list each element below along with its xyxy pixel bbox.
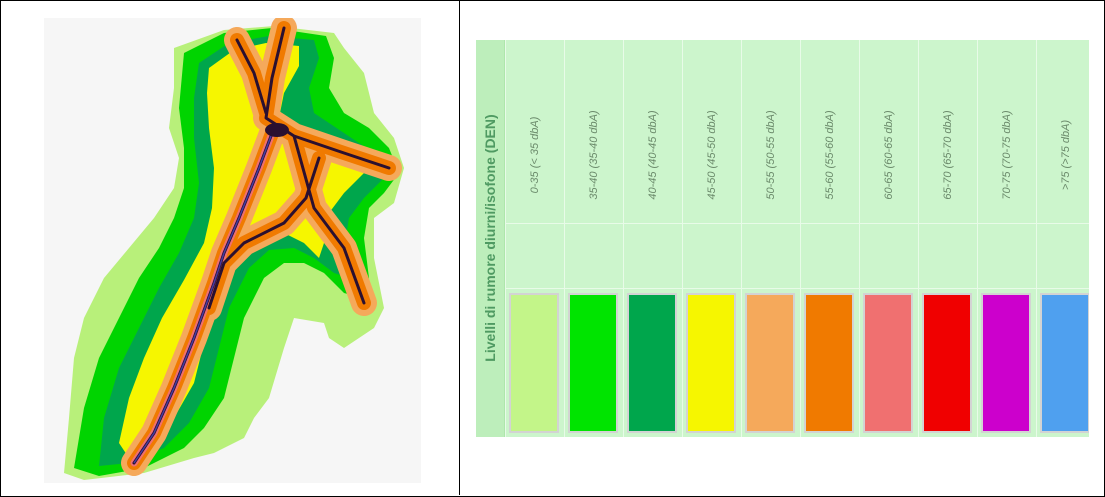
legend-item: 55-60 (55-60 dbA) [800, 40, 859, 437]
legend-swatch [627, 293, 677, 433]
legend-item-label: 50-55 (50-55 dbA) [765, 110, 777, 200]
legend-title: Livelli di rumore diurni/isofone (DEN) [482, 114, 498, 362]
legend-columns: 0-35 (< 35 dbA) 35-40 (35-40 dbA) 40-45 … [505, 40, 1089, 437]
legend-item-label: 45-50 (45-50 dbA) [706, 110, 718, 200]
legend-swatch [509, 293, 559, 433]
road-highway [133, 127, 275, 464]
legend-item: 60-65 (60-65 dbA) [859, 40, 918, 437]
legend-item: 35-40 (35-40 dbA) [564, 40, 623, 437]
legend-swatch [568, 293, 618, 433]
legend-item-label: 0-35 (< 35 dbA) [529, 116, 541, 194]
noise-map-graphic [64, 18, 404, 480]
legend-item-label: 65-70 (65-70 dbA) [942, 110, 954, 200]
legend-item-label: 35-40 (35-40 dbA) [588, 110, 600, 200]
legend-swatch [686, 293, 736, 433]
legend-item: 0-35 (< 35 dbA) [505, 40, 564, 437]
legend-item: 50-55 (50-55 dbA) [741, 40, 800, 437]
legend-item: 45-50 (45-50 dbA) [682, 40, 741, 437]
legend-item: 40-45 (40-45 dbA) [623, 40, 682, 437]
panel-divider [459, 0, 460, 495]
legend-item-label: 55-60 (55-60 dbA) [824, 110, 836, 200]
legend-swatch [804, 293, 854, 433]
legend-item-label: 40-45 (40-45 dbA) [647, 110, 659, 200]
noise-map [44, 18, 421, 483]
legend-title-column: Livelli di rumore diurni/isofone (DEN) [476, 40, 505, 437]
legend-swatch [1040, 293, 1089, 433]
noise-legend: Livelli di rumore diurni/isofone (DEN) 0… [476, 40, 1089, 437]
legend-swatch [863, 293, 913, 433]
junction-cluster [265, 123, 289, 137]
legend-swatch [922, 293, 972, 433]
legend-item-label: >75 (>75 dbA) [1060, 119, 1072, 191]
legend-swatch [981, 293, 1031, 433]
legend-item-label: 60-65 (60-65 dbA) [883, 110, 895, 200]
legend-item-label: 70-75 (70-75 dbA) [1001, 110, 1013, 200]
legend-item: >75 (>75 dbA) [1036, 40, 1089, 437]
legend-item: 70-75 (70-75 dbA) [977, 40, 1036, 437]
legend-item: 65-70 (65-70 dbA) [918, 40, 977, 437]
legend-swatch [745, 293, 795, 433]
